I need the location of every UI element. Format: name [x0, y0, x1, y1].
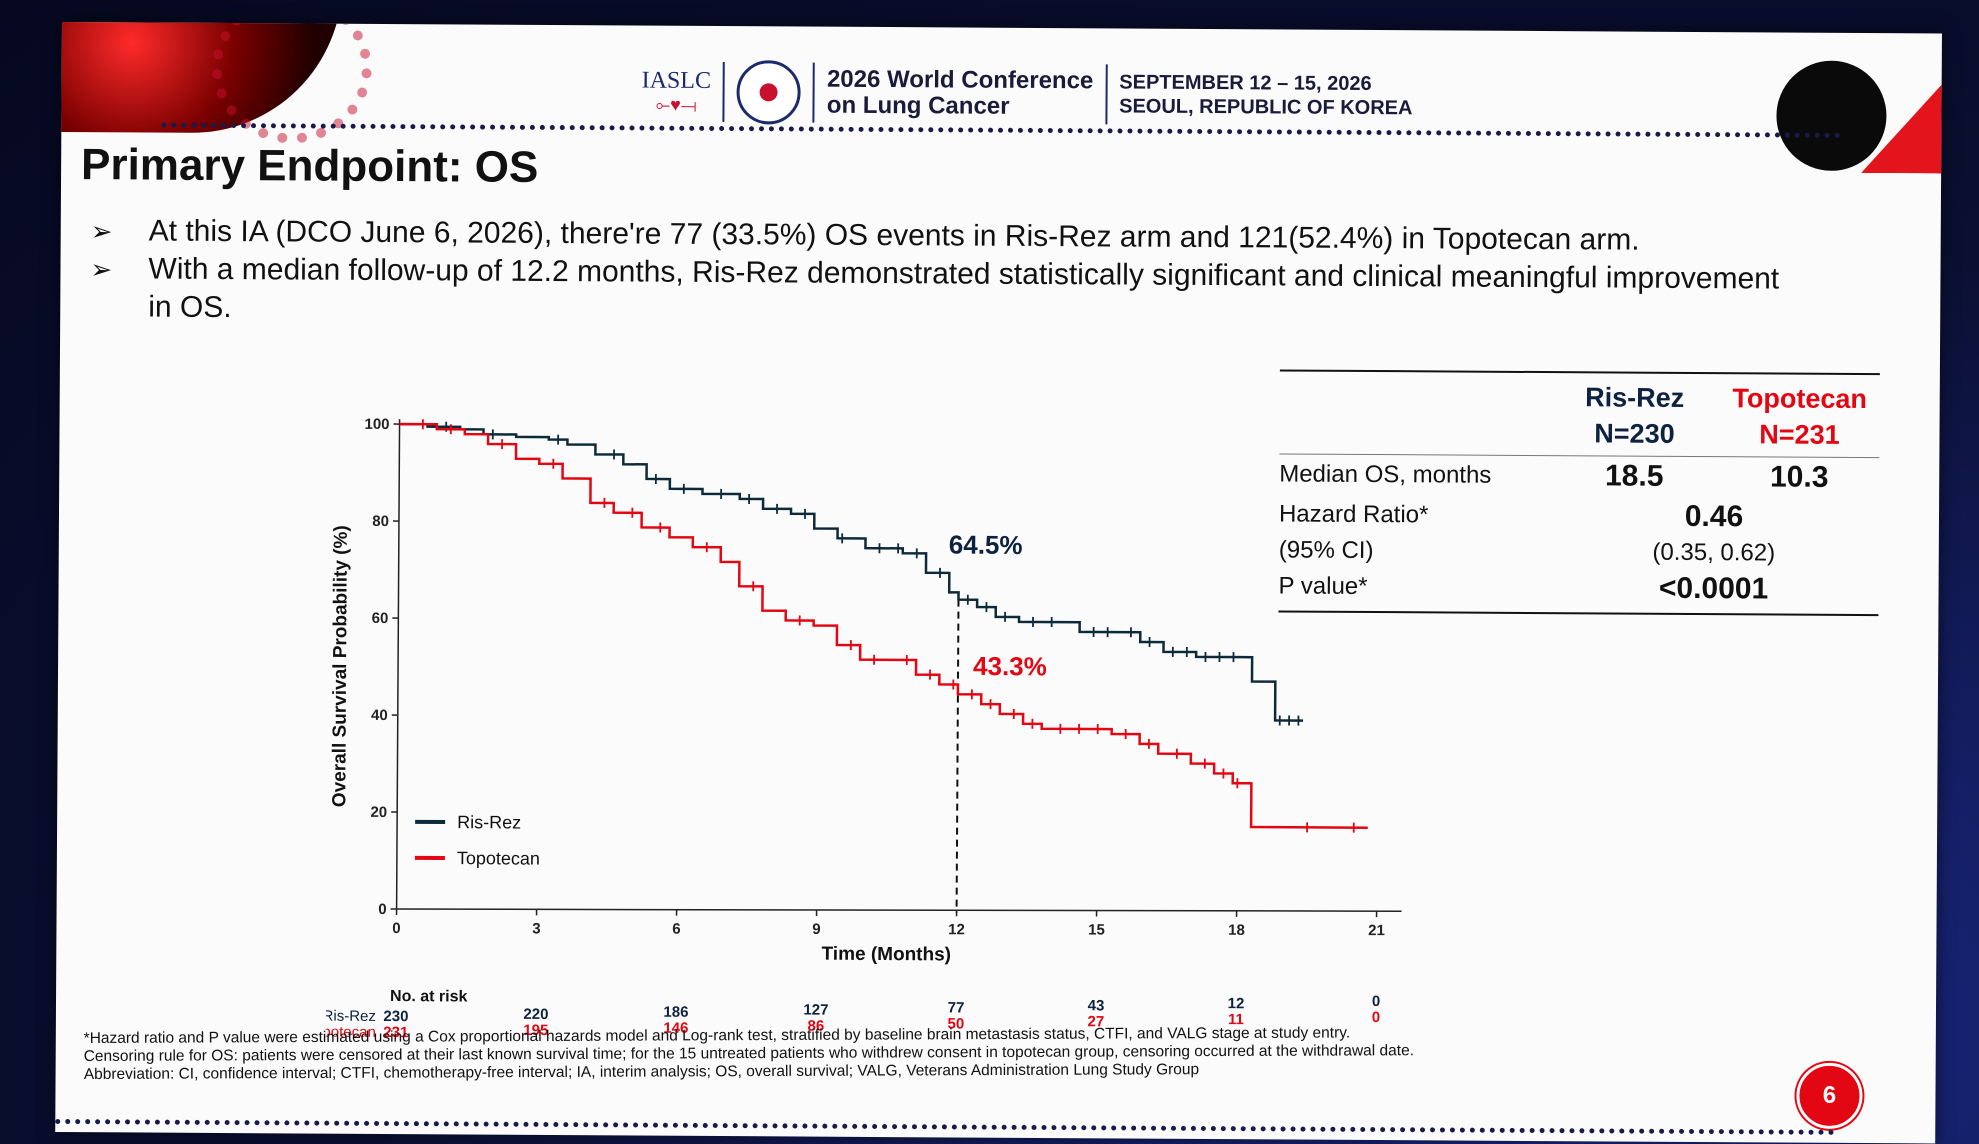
x-tick-label: 9 — [812, 921, 820, 938]
reference-line-12-months — [955, 599, 960, 913]
y-tick-label: 20 — [370, 804, 387, 821]
annotation-ris-rez: 64.5% — [949, 530, 1023, 560]
header-separator — [722, 62, 726, 123]
x-tick-label: 0 — [392, 920, 400, 937]
table-row: Hazard Ratio* 0.46 — [1279, 494, 1879, 538]
y-tick-label: 100 — [364, 416, 389, 433]
risk-value: 77 — [948, 999, 965, 1016]
conference-seal-icon — [736, 60, 802, 125]
risk-value: 86 — [807, 1018, 824, 1035]
y-tick-label: 80 — [372, 513, 389, 530]
conference-venue: SEPTEMBER 12 – 15, 2026 SEOUL, REPUBLIC … — [1119, 71, 1413, 120]
legend-label: Topotecan — [457, 848, 540, 869]
median-topotecan: 10.3 — [1769, 460, 1829, 494]
lungs-icon: ⟜♥⟞ — [655, 94, 697, 115]
x-tick-label: 6 — [672, 921, 680, 938]
risk-value: 0 — [1372, 993, 1380, 1010]
table-row: (95% CI) (0.35, 0.62) — [1279, 534, 1879, 570]
table-row: P value* <0.0001 — [1278, 566, 1878, 610]
summary-table: Ris-Rez N=230 Topotecan N=231 Median OS,… — [1278, 369, 1880, 617]
x-tick-label: 12 — [948, 921, 965, 938]
hr-value: 0.46 — [1684, 499, 1744, 534]
presentation-slide: IASLC ⟜♥⟞ 2026 World Conference on Lung … — [55, 22, 1942, 1144]
risk-row-label: Ris-Rez — [325, 1008, 376, 1025]
conference-name: 2026 World Conference on Lung Cancer — [826, 65, 1094, 120]
table-header-row: Ris-Rez N=230 Topotecan N=231 — [1279, 371, 1879, 453]
col-topotecan-n: N=231 — [1759, 419, 1840, 450]
median-ris-rez: 18.5 — [1604, 459, 1664, 493]
bullet-item: ➢ With a median follow-up of 12.2 months… — [90, 250, 1790, 336]
top-right-circle-decoration — [1776, 60, 1887, 172]
km-curve-ris-rez — [399, 422, 1304, 722]
iaslc-logo: IASLC ⟜♥⟞ — [641, 67, 712, 116]
risk-value: 27 — [1088, 1013, 1105, 1030]
risk-value: 195 — [523, 1022, 548, 1039]
y-tick-label: 40 — [371, 707, 388, 724]
footer-divider — [55, 1118, 1836, 1135]
hr-ci-label: (95% CI) — [1278, 536, 1374, 565]
risk-value: 50 — [948, 1015, 965, 1032]
risk-table-title: No. at risk — [390, 988, 468, 1005]
conference-header: IASLC ⟜♥⟞ 2026 World Conference on Lung … — [641, 52, 1413, 137]
y-tick-label: 60 — [372, 610, 389, 627]
median-label: Median OS, months — [1279, 460, 1492, 489]
x-tick-label: 15 — [1088, 921, 1105, 938]
risk-value: 43 — [1088, 997, 1105, 1014]
km-chart: 0 20 40 60 80 100 0 3 6 9 12 15 18 21 Time (Months) Ove… — [325, 416, 1402, 1041]
risk-value: 230 — [383, 1008, 408, 1025]
slide-title: Primary Endpoint: OS — [80, 140, 539, 192]
y-axis — [395, 419, 401, 910]
arrow-bullet-icon: ➢ — [90, 254, 113, 285]
bullet-list: ➢ At this IA (DCO June 6, 2026), there'r… — [90, 212, 1791, 336]
risk-value: 127 — [803, 1002, 828, 1019]
header-separator — [812, 62, 816, 123]
x-axis-label: Time (Months) — [822, 944, 952, 966]
hr-ci: (0.35, 0.62) — [1652, 538, 1776, 567]
table-row: Median OS, months 18.5 10.3 — [1279, 454, 1879, 498]
x-tick-label: 18 — [1228, 922, 1245, 939]
header-separator — [1105, 64, 1108, 125]
km-curve-topotecan — [399, 422, 1368, 829]
col-topotecan-name: Topotecan — [1732, 383, 1868, 415]
risk-value: 220 — [523, 1006, 548, 1023]
x-tick-label: 3 — [532, 920, 540, 937]
col-ris-rez-name: Ris-Rez — [1585, 382, 1685, 413]
risk-row-label: Topotecan — [325, 1024, 376, 1041]
x-tick-label: 21 — [1368, 922, 1385, 939]
legend-label: Ris-Rez — [457, 812, 521, 832]
risk-value: 231 — [383, 1024, 408, 1041]
y-tick-label: 0 — [378, 901, 386, 918]
risk-value: 0 — [1372, 1009, 1380, 1026]
p-label: P value* — [1278, 572, 1368, 600]
risk-value: 12 — [1228, 995, 1245, 1012]
page-number: 6 — [1796, 1062, 1863, 1130]
arrow-bullet-icon: ➢ — [90, 216, 113, 247]
p-value: <0.0001 — [1658, 571, 1769, 606]
footnotes: *Hazard ratio and P value were estimated… — [84, 1023, 1584, 1084]
col-ris-rez-n: N=230 — [1594, 418, 1675, 449]
risk-value: 146 — [663, 1020, 688, 1037]
org-name: IASLC — [641, 67, 712, 94]
hr-label: Hazard Ratio* — [1278, 500, 1429, 529]
risk-value: 186 — [663, 1004, 688, 1021]
annotation-topotecan: 43.3% — [973, 651, 1047, 681]
risk-value: 11 — [1228, 1011, 1244, 1028]
x-axis — [396, 908, 1402, 912]
y-axis-label: Overall Survival Probability (%) — [329, 525, 352, 807]
